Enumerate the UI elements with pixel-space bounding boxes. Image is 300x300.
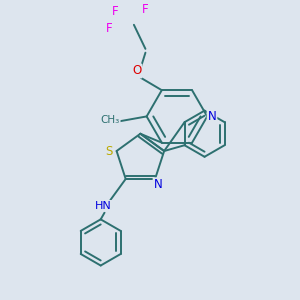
Text: F: F — [112, 5, 119, 18]
Text: CH₃: CH₃ — [100, 115, 120, 125]
Text: O: O — [132, 64, 141, 77]
Text: S: S — [105, 145, 112, 158]
Text: F: F — [106, 22, 112, 35]
Text: N: N — [154, 178, 162, 191]
Text: N: N — [208, 110, 216, 123]
Text: HN: HN — [95, 201, 112, 211]
Text: F: F — [142, 3, 149, 16]
